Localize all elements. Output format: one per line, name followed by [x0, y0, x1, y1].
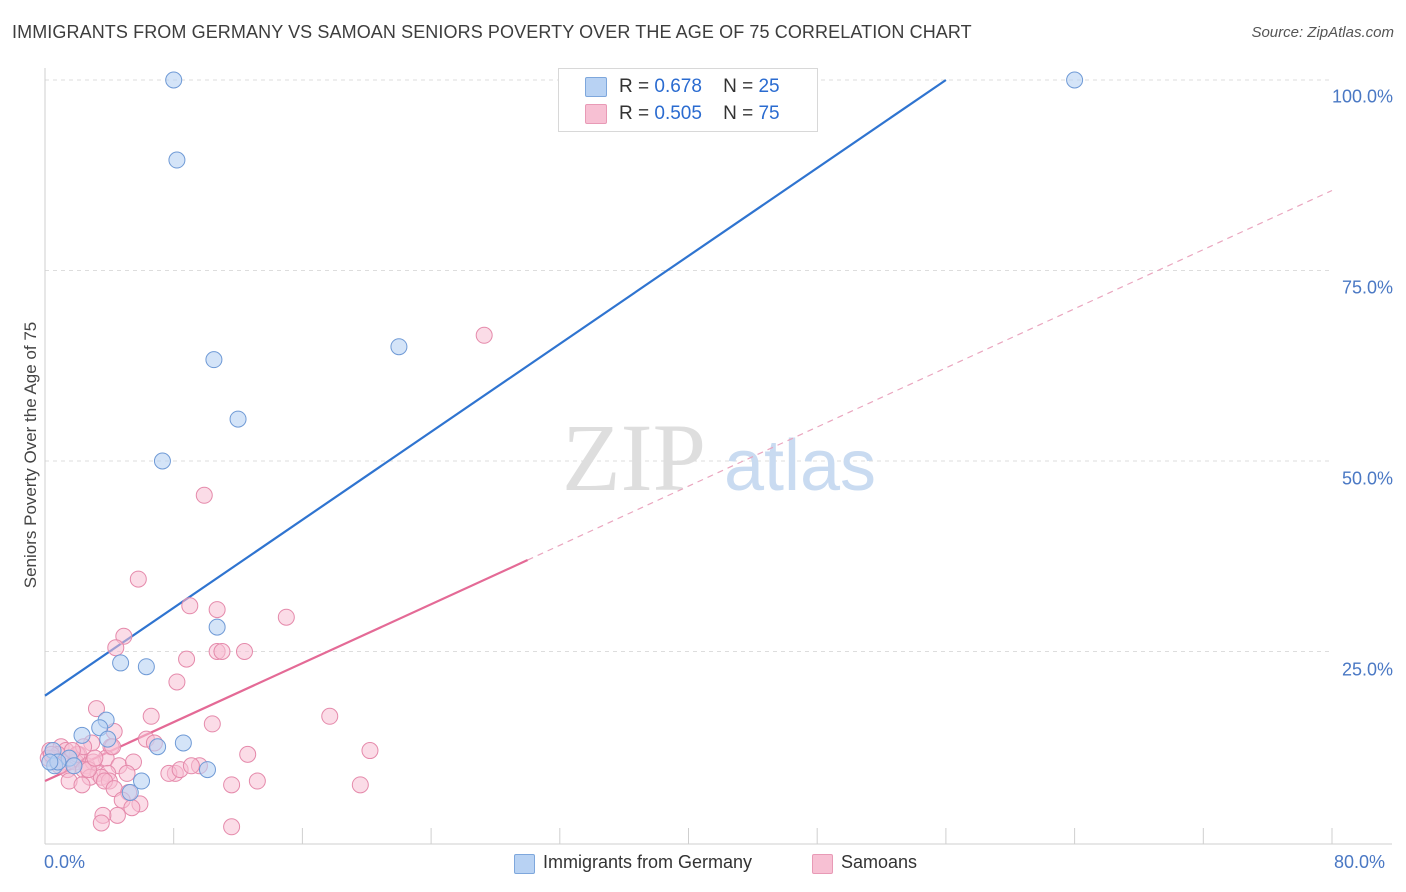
point-samoans [92, 814, 110, 832]
point-germany [153, 452, 171, 470]
watermark-zip: ZIP [562, 404, 706, 511]
y-tick-label-75: 75.0% [1341, 277, 1393, 298]
x-tick-label-max: 80.0% [1334, 852, 1386, 872]
legend-label-samoans: Samoans [841, 852, 918, 872]
point-samoans [86, 749, 104, 767]
x-tick-label-min: 0.0% [44, 852, 86, 872]
point-samoans [73, 776, 91, 794]
point-germany [208, 618, 226, 636]
point-samoans [168, 673, 186, 691]
point-samoans [118, 764, 136, 782]
point-germany [137, 658, 155, 676]
legend-r-value: 0.678 [654, 76, 702, 97]
legend-n-value: 25 [758, 76, 780, 97]
point-germany [1066, 71, 1084, 89]
watermark-atlas: atlas [724, 426, 876, 506]
point-samoans [181, 597, 199, 615]
point-samoans [475, 326, 493, 344]
point-germany [121, 783, 139, 801]
point-samoans [277, 608, 295, 626]
point-germany [41, 753, 59, 771]
legend-n-label: N = [723, 76, 754, 97]
point-samoans [182, 757, 200, 775]
legend-label-germany: Immigrants from Germany [543, 852, 753, 872]
legend-r-value: 0.505 [654, 103, 702, 124]
point-samoans [213, 643, 231, 660]
point-samoans [239, 745, 257, 763]
source-label: Source: ZipAtlas.com [1251, 24, 1394, 41]
point-germany [390, 338, 408, 356]
samoans-points [39, 326, 493, 836]
point-samoans [123, 799, 141, 817]
point-germany [229, 410, 247, 428]
trend-line-samoans [44, 559, 529, 783]
point-germany [174, 734, 192, 752]
point-samoans [248, 772, 266, 790]
point-samoans [203, 715, 221, 733]
legend-r-label: R = [619, 103, 650, 124]
point-germany [198, 761, 216, 779]
y-tick-label-50: 50.0% [1341, 468, 1393, 489]
trend-line-samoans-extension [527, 189, 1333, 561]
point-samoans [223, 818, 241, 836]
point-samoans [208, 601, 226, 619]
point-samoans [107, 639, 125, 657]
chart-title: IMMIGRANTS FROM GERMANY VS SAMOAN SENIOR… [12, 22, 972, 42]
point-samoans [235, 643, 253, 660]
y-tick-label-25: 25.0% [1341, 659, 1393, 680]
point-samoans [108, 806, 126, 824]
legend-r-label: R = [619, 76, 650, 97]
point-samoans [142, 707, 160, 725]
watermark: ZIP atlas [562, 404, 876, 511]
point-germany [149, 738, 167, 756]
legend-swatch-blue [514, 854, 535, 874]
point-samoans [129, 570, 147, 588]
point-samoans [87, 700, 105, 718]
point-germany [99, 730, 117, 748]
legend-swatch-pink [812, 854, 833, 874]
point-germany [165, 71, 183, 89]
point-germany [133, 772, 151, 790]
point-samoans [195, 486, 213, 504]
y-tick-label-100: 100.0% [1331, 86, 1393, 107]
point-germany [205, 351, 223, 369]
point-samoans [321, 707, 339, 725]
trend-lines [44, 79, 1333, 783]
point-germany [65, 757, 83, 775]
axes [44, 68, 1392, 845]
legend-swatch-blue [585, 77, 607, 97]
stats-legend: R = 0.678 N = 25 R = 0.505 N = 75 [558, 68, 818, 132]
legend-swatch-pink [585, 104, 607, 124]
point-samoans [223, 776, 241, 794]
legend-n-label: N = [723, 103, 754, 124]
trend-line-germany [44, 79, 947, 697]
point-germany [73, 726, 91, 744]
point-samoans [351, 776, 369, 794]
point-germany [168, 151, 186, 169]
series-legend: Immigrants from Germany Samoans [0, 852, 1406, 878]
point-samoans [178, 650, 196, 668]
point-samoans [361, 742, 379, 760]
point-germany [112, 654, 130, 672]
germany-points [41, 71, 1084, 801]
legend-n-value: 75 [758, 103, 780, 124]
gridlines [45, 79, 1332, 652]
